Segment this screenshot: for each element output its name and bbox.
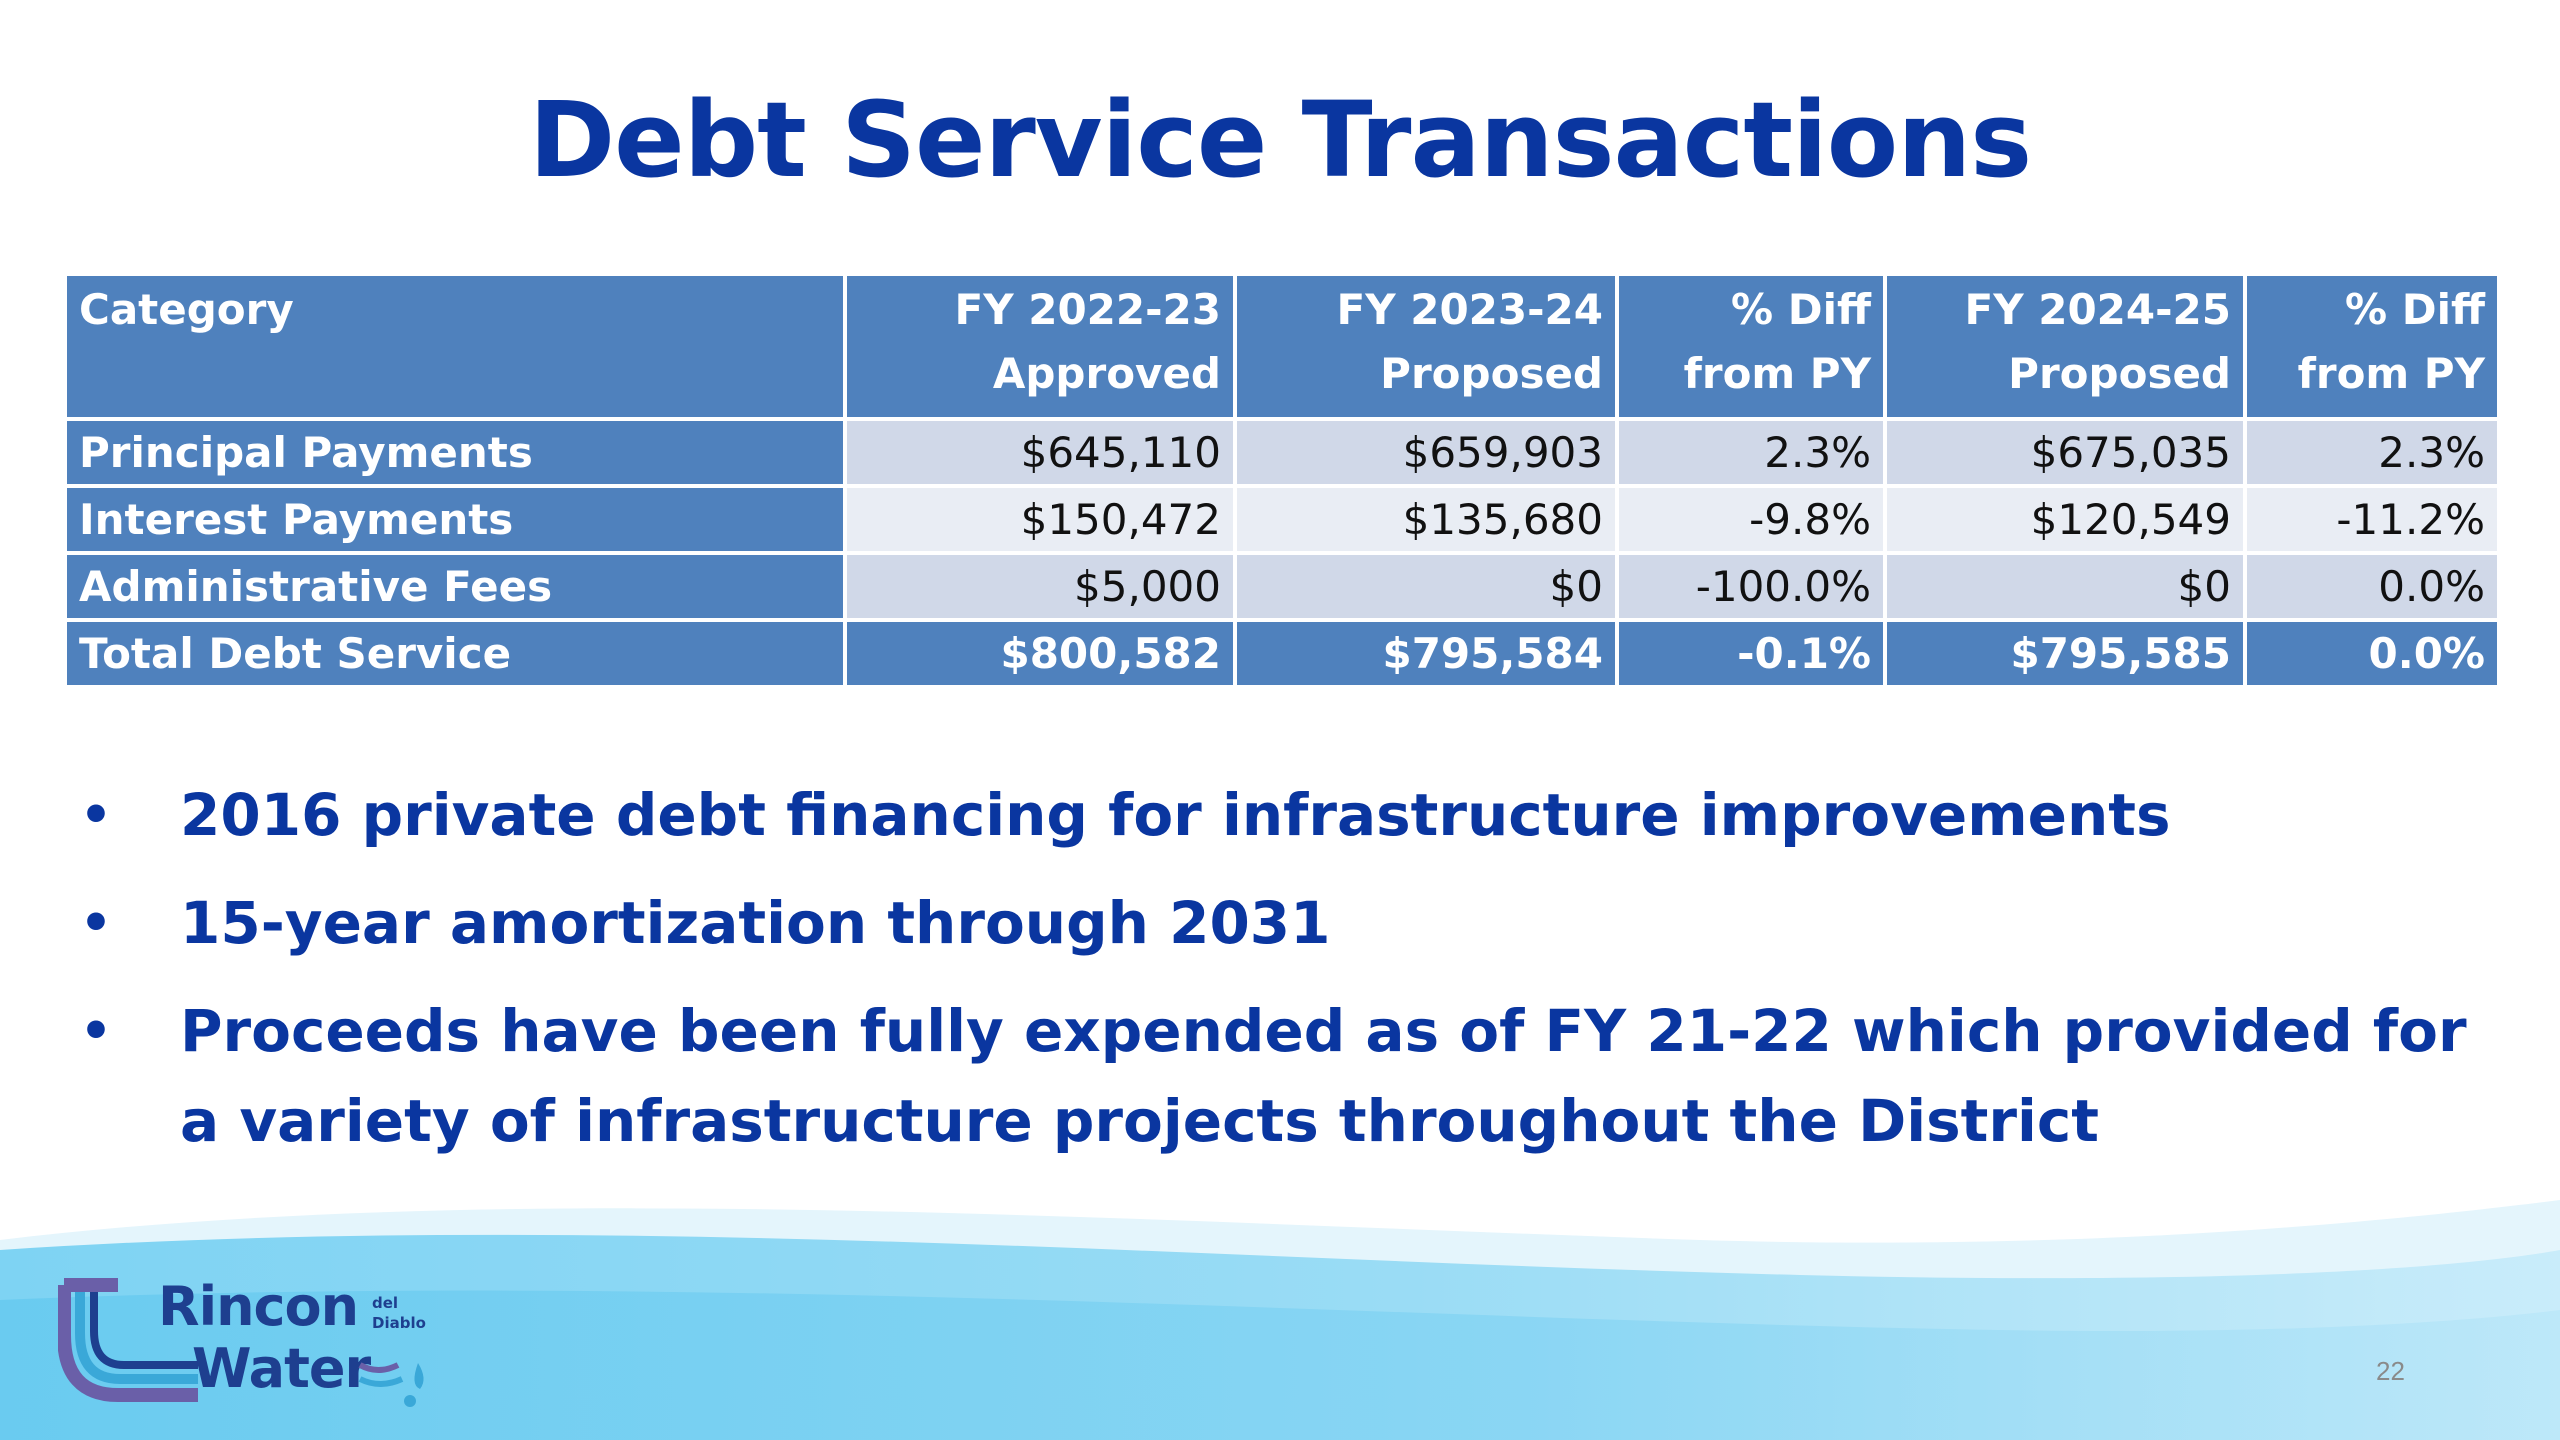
logo-rincon-text: Rincon: [158, 1275, 359, 1338]
water-drop-icon: [358, 1362, 424, 1407]
table-cell: 2.3%: [2243, 417, 2501, 488]
table-cell: 0.0%: [2243, 551, 2501, 622]
bullet-dot: •: [80, 894, 112, 952]
logo-water-text: Water: [192, 1337, 371, 1400]
row-label: Principal Payments: [63, 417, 847, 488]
header-fy2022-23: FY 2022-23 Approved: [843, 272, 1237, 421]
bullet-item: • 2016 private debt financing for infras…: [80, 770, 2500, 860]
table-cell: 2.3%: [1615, 417, 1887, 488]
bullet-text: 2016 private debt financing for infrastr…: [180, 781, 2171, 849]
table-cell: $659,903: [1233, 417, 1619, 488]
table-row: Interest Payments $150,472 $135,680 -9.8…: [63, 484, 2501, 555]
debt-service-table: Category FY 2022-23 Approved FY 2023-24 Pr…: [63, 272, 2501, 689]
table-cell: $795,584: [1233, 618, 1619, 689]
footer-wave-decoration: [0, 1200, 2560, 1440]
row-label: Administrative Fees: [63, 551, 847, 622]
bullet-dot: •: [80, 1002, 112, 1060]
bullet-dot: •: [80, 786, 112, 844]
table-cell: $135,680: [1233, 484, 1619, 555]
page-number: 22: [2376, 1356, 2405, 1386]
header-diff-1: % Diff from PY: [1615, 272, 1887, 421]
table-cell: -11.2%: [2243, 484, 2501, 555]
table-cell: $800,582: [843, 618, 1237, 689]
bullet-item: • Proceeds have been fully expended as o…: [80, 986, 2500, 1166]
table-cell: -100.0%: [1615, 551, 1887, 622]
bullet-text: Proceeds have been fully expended as of …: [180, 997, 2467, 1155]
table-header-row: Category FY 2022-23 Approved FY 2023-24 Pr…: [63, 272, 2501, 421]
row-label: Interest Payments: [63, 484, 847, 555]
slide-title: Debt Service Transactions: [528, 79, 2032, 201]
header-fy2023-24: FY 2023-24 Proposed: [1233, 272, 1619, 421]
table-cell: -9.8%: [1615, 484, 1887, 555]
row-label: Total Debt Service: [63, 618, 847, 689]
table-cell: $645,110: [843, 417, 1237, 488]
bullet-list: • 2016 private debt financing for infras…: [80, 770, 2500, 1184]
table-cell: $0: [1883, 551, 2247, 622]
table-cell: $795,585: [1883, 618, 2247, 689]
logo-del-diablo-text: del Diablo: [372, 1294, 426, 1332]
table-cell: $120,549: [1883, 484, 2247, 555]
table-cell: $0: [1233, 551, 1619, 622]
table-cell: $675,035: [1883, 417, 2247, 488]
bullet-text: 15-year amortization through 2031: [180, 889, 1331, 957]
header-diff-2: % Diff from PY: [2243, 272, 2501, 421]
table-row: Principal Payments $645,110 $659,903 2.3…: [63, 417, 2501, 488]
header-fy2024-25: FY 2024-25 Proposed: [1883, 272, 2247, 421]
table-cell: $5,000: [843, 551, 1237, 622]
table-row: Administrative Fees $5,000 $0 -100.0% $0…: [63, 551, 2501, 622]
table-cell: 0.0%: [2243, 618, 2501, 689]
table-total-row: Total Debt Service $800,582 $795,584 -0.…: [63, 618, 2501, 689]
logo-mark-icon: [58, 1278, 198, 1402]
rincon-water-logo: Rincon del Diablo Water: [58, 1275, 478, 1425]
table-cell: $150,472: [843, 484, 1237, 555]
header-category: Category: [63, 272, 847, 421]
bullet-item: • 15-year amortization through 2031: [80, 878, 2500, 968]
table-cell: -0.1%: [1615, 618, 1887, 689]
